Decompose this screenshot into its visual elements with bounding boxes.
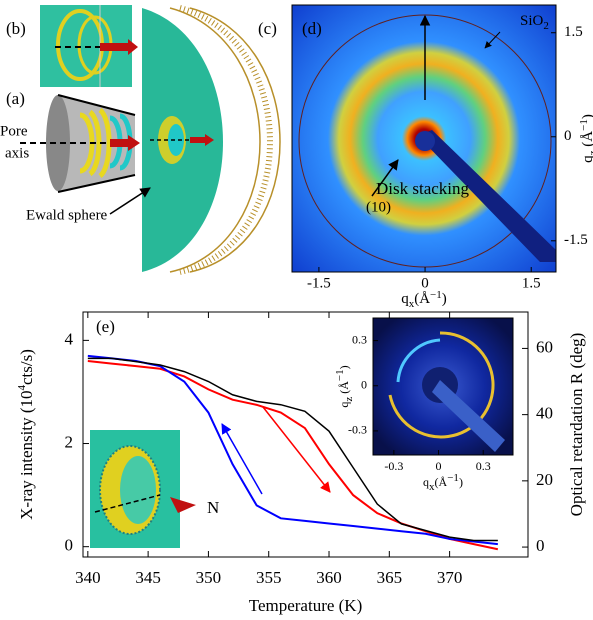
y-tick-label: 0 [361,377,367,391]
panel-label: (c) [258,19,277,38]
y-axis-label: qz (Å−1) [334,365,355,407]
x-axis-label-part: x [409,298,415,310]
inset-image [373,318,513,455]
panel-label: (d) [302,19,322,38]
x-axis-label-part: −1 [430,289,442,301]
x-tick-label: 370 [437,568,463,587]
annotation: SiO2 [520,13,549,31]
x-tick-label: 360 [316,568,342,587]
y-axis-label-part: ) [580,114,593,119]
y-axis-label-part: X-ray intensity (10 [17,391,36,520]
y-tick-label: 0 [564,128,572,144]
x-axis-label-part: x [429,481,435,493]
x-tick-label: -0.3 [384,459,403,473]
y-axis-label-part: (Å [337,381,351,397]
x-tick-label: 340 [75,568,101,587]
y2-tick-label: 0 [536,536,545,555]
y-axis-label: X-ray intensity (104cts/s) [16,349,36,520]
y2-tick-label: 20 [536,470,553,489]
annotation: Disk stacking [376,179,470,198]
arrow [221,423,263,495]
y-axis-label-part: (Å [580,131,593,151]
x-axis-label-part: ) [459,475,463,489]
y2-tick-label: 60 [536,337,553,356]
x-tick-label: 345 [135,568,161,587]
x-tick-label: 1.5 [522,275,541,291]
x-axis-label-part: (Å [414,291,430,307]
x-axis-label-part: q [401,291,409,307]
y2-tick-label: 40 [536,404,553,423]
ewald-render [109,5,281,275]
image-frame [291,4,557,273]
annotation-part: SiO [520,13,544,29]
y-tick-label: -1.5 [564,232,588,248]
series-line [87,357,498,542]
x-tick-label: 350 [196,568,222,587]
y-axis-label-part: −1 [334,369,346,381]
panel-label: (e) [96,317,115,336]
y-tick-label: 2 [65,432,74,451]
annotation: N [207,498,219,517]
annotation: Pore [0,123,28,139]
y-axis-label-part: 4 [16,385,28,391]
y-axis-label-part: −1 [578,119,590,131]
x-tick-label: 0 [436,459,442,473]
panel-label: (b) [6,19,26,38]
x-axis-label-part: −1 [447,472,459,484]
series-line [87,354,498,546]
x-tick-label: 365 [377,568,403,587]
y2-axis-label: Optical retardation R (deg) [567,333,586,517]
plot-frame [82,311,529,558]
y-axis-label-part: z [343,397,355,402]
y-axis-label-part: q [580,155,593,163]
x-tick-label: 0 [421,275,429,291]
render-b [40,5,138,87]
x-tick-label: 355 [256,568,282,587]
x-axis-label-part: q [423,475,429,489]
y-axis-label-part: q [337,402,351,408]
x-axis-label-part: ) [442,291,447,307]
x-axis-label: qx(Å−1) [401,289,447,310]
annotation: axis [5,145,29,161]
render-e [90,430,196,548]
annotation: (10) [366,199,391,215]
image-frame [372,317,514,456]
series-line [87,360,499,551]
x-axis-label: Temperature (K) [249,596,363,615]
x-tick-label: -1.5 [307,275,331,291]
x-axis-label-part: (Å [435,475,448,489]
y-tick-label: -0.3 [348,423,367,437]
x-tick-label: 0.3 [476,459,491,473]
x-axis-label: qx(Å−1) [423,472,463,493]
y-axis-label-part: cts/s) [17,349,36,385]
diffraction-image [292,5,556,272]
y-tick-label: 1.5 [564,24,583,40]
y-tick-label: 0 [65,536,74,555]
y-axis-label-part: ) [337,365,351,369]
y-axis-label: qz (Å−1) [578,114,593,163]
y-axis-label-part: z [587,150,593,155]
arrow [262,406,331,493]
panel-label: (a) [6,89,25,108]
annotation-part: 2 [543,20,549,32]
render-a [20,94,140,193]
annotation: Ewald sphere [26,207,108,223]
y-tick-label: 4 [65,329,74,348]
y-tick-label: 0.3 [352,332,367,346]
